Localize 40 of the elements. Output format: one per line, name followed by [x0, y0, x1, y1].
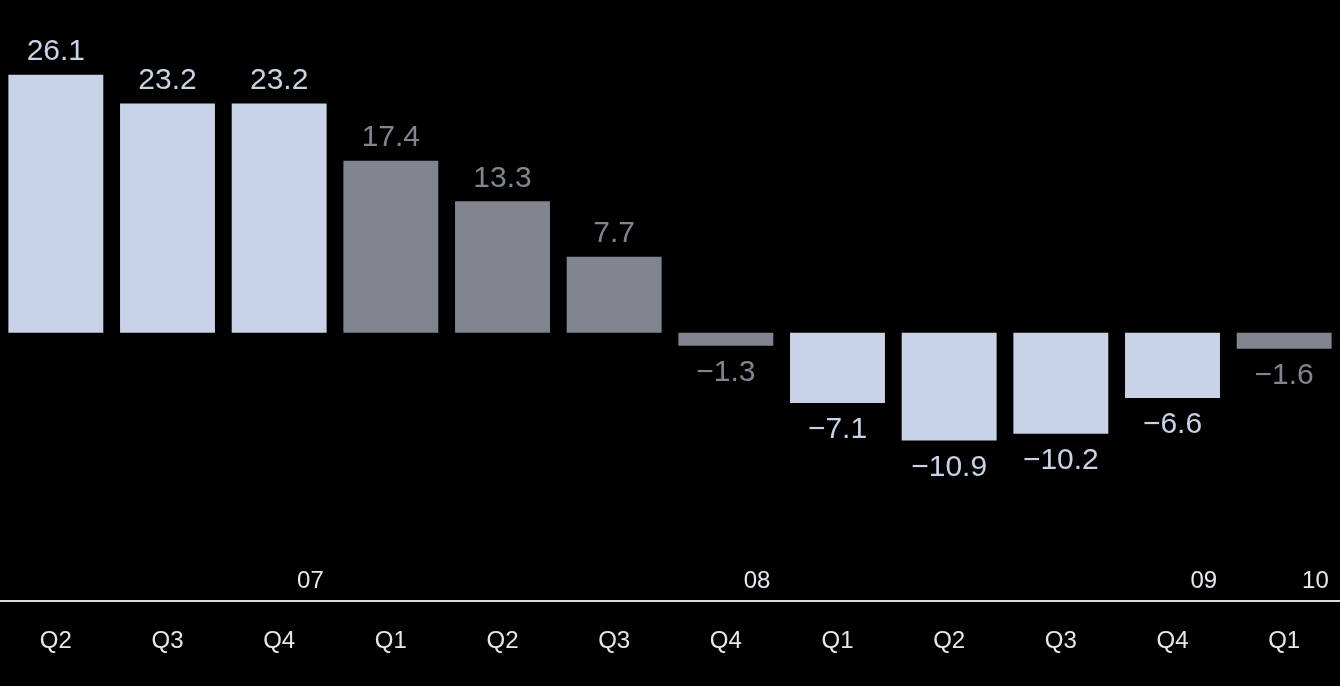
bar: [790, 332, 885, 404]
x-tick-label: Q3: [1044, 626, 1077, 654]
x-tick-label: Q1: [374, 626, 407, 654]
x-tick-label: Q3: [598, 626, 631, 654]
bar: [343, 160, 439, 333]
text: 08: [743, 565, 771, 593]
text: 10: [1302, 565, 1329, 593]
x-tick-label: Q3: [151, 626, 184, 654]
x-tick-label: Q4: [263, 626, 296, 654]
data-label: −1.3: [696, 353, 756, 387]
bar: [1236, 332, 1332, 349]
text: 09: [1190, 565, 1218, 593]
x-tick-label: Q2: [486, 626, 519, 654]
data-label: 13.3: [473, 159, 532, 193]
x-tick-label: Q2: [39, 626, 72, 654]
data-label: 7.7: [593, 215, 636, 248]
bar: [120, 103, 215, 333]
data-label: −10.9: [911, 448, 988, 482]
bar: [1013, 332, 1109, 434]
x-tick-label: Q1: [1268, 626, 1301, 654]
bar: [231, 103, 327, 333]
x-tick-label: Q4: [709, 626, 742, 654]
bar: [1125, 332, 1220, 399]
text: 07: [297, 565, 324, 593]
bar: [455, 201, 550, 333]
data-label: −10.2: [1022, 441, 1099, 475]
data-label: 23.2: [138, 61, 197, 95]
bar: [901, 332, 997, 441]
x-tick-label: Q1: [821, 626, 854, 654]
data-label: 17.4: [361, 119, 421, 153]
data-label: −6.6: [1142, 406, 1203, 440]
x-tick-label: Q2: [933, 626, 966, 654]
data-label: −7.1: [807, 411, 868, 445]
bar: [8, 74, 104, 333]
bar: [566, 256, 662, 333]
data-label: 23.2: [249, 61, 309, 95]
data-label: 26.1: [26, 33, 86, 67]
x-tick-label: Q4: [1156, 626, 1189, 654]
bar: [678, 332, 774, 346]
data-label: −1.6: [1254, 356, 1314, 390]
